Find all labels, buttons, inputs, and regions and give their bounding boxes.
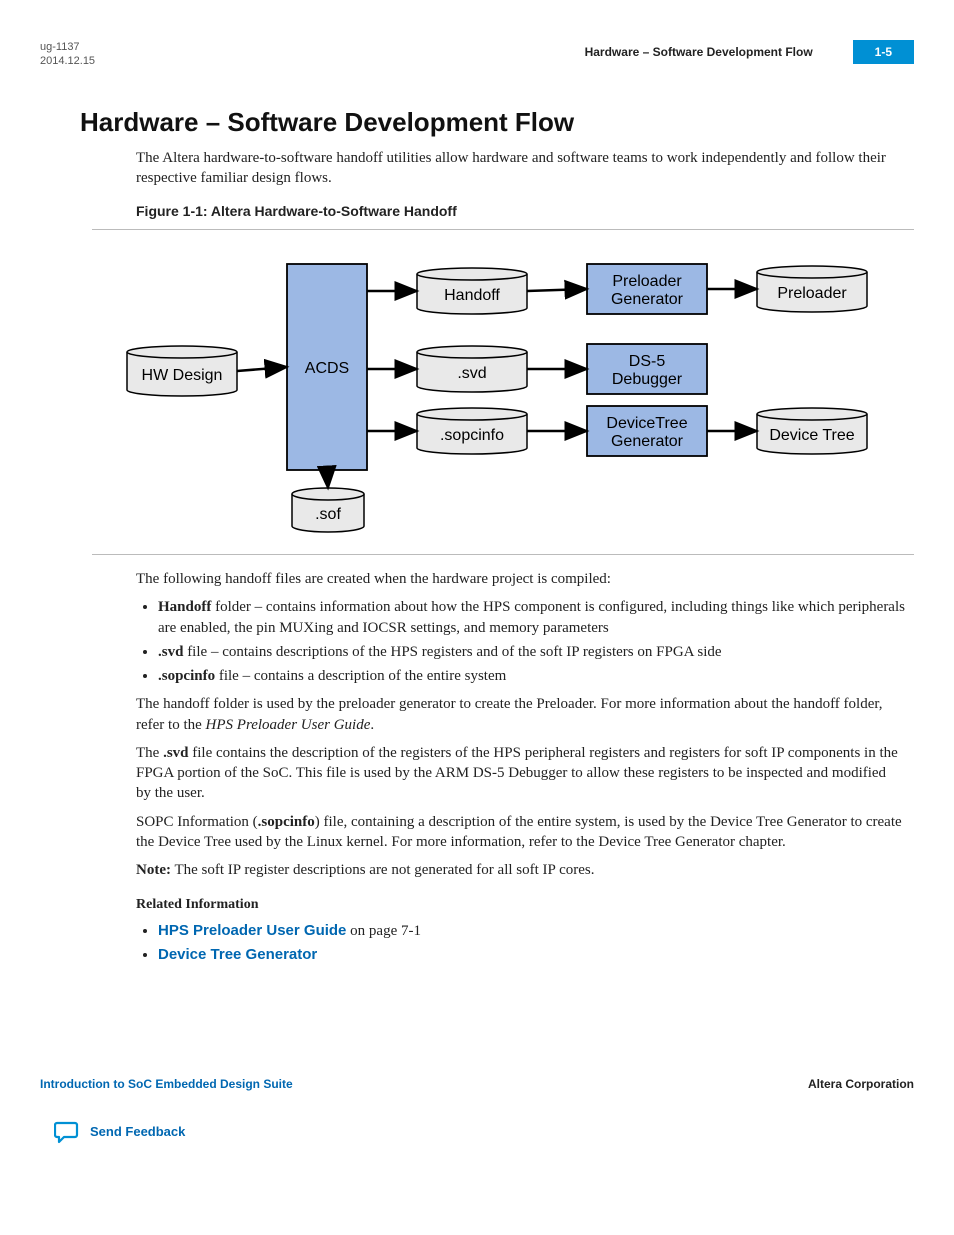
svg-text:ACDS: ACDS [305, 360, 349, 377]
running-title: Hardware – Software Development Flow [585, 44, 813, 60]
figure-rule-top [92, 229, 914, 230]
doc-id: ug-1137 [40, 40, 95, 54]
note-label: Note: [136, 862, 171, 878]
handoff-flow-svg: HW Design ACDS Handoff .svd .sopcinfo .sof Pre… [97, 244, 887, 544]
intro-para: The Altera hardware-to-software handoff … [136, 148, 904, 189]
svg-text:.sopcinfo: .sopcinfo [440, 427, 504, 444]
list-item: HPS Preloader User Guide on page 7-1 [158, 921, 914, 941]
text-run: The [136, 745, 163, 761]
list-item: .sopcinfo file – contains a description … [158, 666, 914, 686]
page-header: ug-1137 2014.12.15 Hardware – Software D… [40, 40, 914, 69]
feedback-icon [54, 1120, 80, 1144]
list-item: .svd file – contains descriptions of the… [158, 642, 914, 662]
svg-text:Device Tree: Device Tree [769, 427, 854, 444]
feedback-label[interactable]: Send Feedback [90, 1123, 185, 1141]
note-body: The soft IP register descriptions are no… [171, 862, 594, 878]
header-right: Hardware – Software Development Flow 1-5 [585, 40, 914, 64]
svg-text:Preloader: Preloader [777, 285, 847, 302]
list-item: Device Tree Generator [158, 945, 914, 965]
related-info-list: HPS Preloader User Guide on page 7-1 Devi… [158, 921, 914, 966]
para-handoff-folder: The handoff folder is used by the preloa… [136, 694, 904, 735]
page-footer: Introduction to SoC Embedded Design Suit… [40, 1076, 914, 1092]
page-number-tab: 1-5 [853, 40, 914, 64]
para-svd: The .svd file contains the description o… [136, 743, 904, 804]
footer-chapter-link[interactable]: Introduction to SoC Embedded Design Suit… [40, 1076, 293, 1092]
figure-caption: Figure 1-1: Altera Hardware-to-Software … [136, 202, 914, 221]
footer-company: Altera Corporation [808, 1076, 914, 1092]
note-para: Note: The soft IP register descriptions … [136, 860, 904, 880]
figure-diagram: HW Design ACDS Handoff .svd .sopcinfo .sof Pre… [97, 244, 857, 544]
text-run: . [370, 717, 374, 733]
related-link[interactable]: HPS Preloader User Guide [158, 922, 346, 939]
text-italic: HPS Preloader User Guide [206, 717, 371, 733]
send-feedback-link[interactable]: Send Feedback [54, 1120, 914, 1144]
related-link[interactable]: Device Tree Generator [158, 946, 317, 963]
text-run: SOPC Information ( [136, 814, 258, 830]
svg-text:Handoff: Handoff [444, 287, 500, 304]
intro-text: The Altera hardware-to-software handoff … [136, 148, 904, 189]
figure-rule-bottom [92, 554, 914, 555]
list-item: Handoff folder – contains information ab… [158, 597, 914, 638]
handoff-files-list: Handoff folder – contains information ab… [158, 597, 914, 686]
text-bold: .sopcinfo [258, 814, 315, 830]
svg-text:.sof: .sof [315, 506, 341, 523]
related-info-heading: Related Information [136, 896, 914, 915]
para-sopcinfo: SOPC Information (.sopcinfo) file, conta… [136, 812, 904, 853]
header-doc-meta: ug-1137 2014.12.15 [40, 40, 95, 69]
svg-text:HW Design: HW Design [142, 367, 223, 384]
svg-text:DeviceTreeGenerator: DeviceTreeGenerator [606, 415, 687, 450]
doc-date: 2014.12.15 [40, 54, 95, 68]
text-bold: .svd [163, 745, 188, 761]
svg-text:.svd: .svd [457, 365, 486, 382]
text-run: file contains the description of the reg… [136, 745, 898, 802]
page-title: Hardware – Software Development Flow [80, 105, 914, 140]
svg-text:PreloaderGenerator: PreloaderGenerator [611, 273, 684, 308]
after-figure-para: The following handoff files are created … [136, 569, 904, 589]
